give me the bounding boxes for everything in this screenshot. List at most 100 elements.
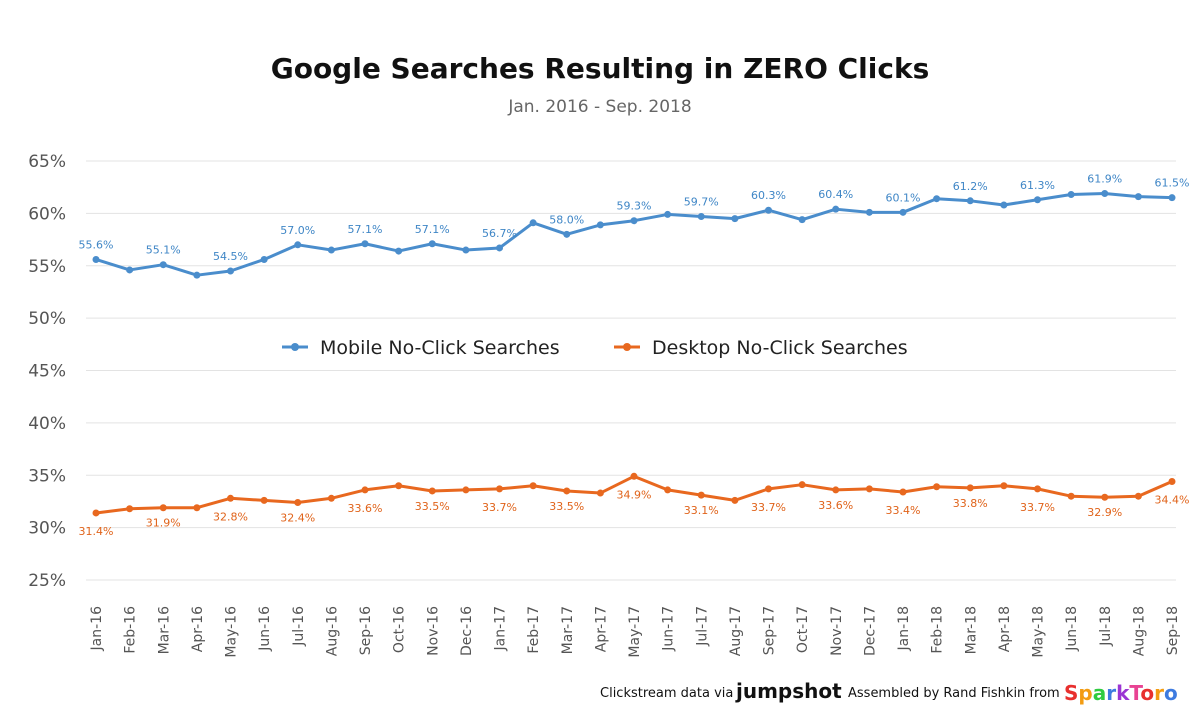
x-tick-label: Feb-18: [930, 606, 946, 654]
legend-label-mobile: Mobile No-Click Searches: [320, 337, 560, 359]
x-tick-label: Mar-17: [560, 606, 576, 654]
data-point-mobile: [933, 195, 941, 203]
footer-credits: Clickstream data via jumpshot Assembled …: [600, 679, 1178, 705]
data-label-mobile: 56.7%: [482, 227, 517, 240]
x-tick-label: May-17: [627, 606, 643, 658]
data-point-desktop: [529, 482, 537, 490]
data-label-desktop: 33.7%: [482, 501, 517, 514]
data-label-desktop: 32.4%: [280, 511, 315, 524]
data-point-mobile: [1067, 191, 1075, 199]
data-point-desktop: [1101, 493, 1109, 501]
data-point-desktop: [92, 509, 100, 517]
data-point-mobile: [966, 197, 974, 205]
data-point-desktop: [1168, 478, 1176, 486]
y-tick-label: 25%: [28, 571, 66, 591]
data-point-mobile: [832, 205, 840, 213]
data-label-desktop: 33.4%: [886, 504, 921, 517]
data-point-mobile: [428, 240, 436, 248]
data-point-mobile: [731, 215, 739, 223]
x-tick-label: Nov-17: [829, 606, 845, 656]
data-point-desktop: [765, 485, 772, 493]
legend-item-mobile: Mobile No-Click Searches: [282, 337, 560, 359]
x-tick-label: Sep-18: [1165, 606, 1181, 655]
data-point-mobile: [361, 240, 369, 248]
y-tick-label: 65%: [28, 152, 66, 172]
data-label-desktop: 31.9%: [146, 517, 181, 530]
x-tick-label: Jun-16: [257, 606, 273, 652]
y-tick-label: 45%: [28, 362, 66, 382]
x-tick-label: Jul-16: [291, 606, 307, 647]
x-tick-label: Dec-16: [459, 606, 475, 656]
y-tick-label: 35%: [28, 466, 66, 486]
x-tick-label: Sep-16: [358, 606, 374, 655]
data-label-desktop: 33.1%: [684, 504, 719, 517]
legend-label-desktop: Desktop No-Click Searches: [652, 337, 908, 359]
data-label-desktop: 33.8%: [953, 497, 988, 510]
data-point-mobile: [1101, 189, 1109, 197]
data-point-desktop: [596, 489, 604, 497]
data-label-mobile: 60.3%: [751, 189, 786, 202]
data-point-desktop: [1134, 492, 1142, 500]
data-point-desktop: [327, 494, 335, 502]
data-label-mobile: 55.1%: [146, 244, 181, 257]
legend-marker-mobile: [291, 343, 299, 351]
data-point-desktop: [395, 482, 403, 490]
data-point-mobile: [865, 208, 873, 216]
data-point-desktop: [1067, 492, 1075, 500]
y-tick-label: 40%: [28, 414, 66, 434]
data-label-desktop: 33.6%: [818, 499, 853, 512]
x-tick-label: Jan-18: [896, 606, 912, 651]
data-point-mobile: [765, 206, 772, 214]
data-point-desktop: [193, 504, 201, 512]
data-point-desktop: [126, 505, 134, 513]
data-label-mobile: 58.0%: [549, 213, 584, 226]
data-point-desktop: [294, 498, 302, 506]
data-point-desktop: [865, 485, 873, 493]
data-label-mobile: 55.6%: [79, 238, 114, 251]
data-label-desktop: 31.4%: [79, 525, 114, 538]
data-label-mobile: 61.9%: [1087, 172, 1122, 185]
data-point-desktop: [496, 485, 503, 493]
x-tick-label: May-16: [224, 606, 240, 658]
footer-assembled-text: Assembled by Rand Fishkin from: [848, 686, 1060, 701]
chart-title: Google Searches Resulting in ZERO Clicks: [271, 52, 930, 85]
data-point-desktop: [697, 491, 705, 499]
data-label-desktop: 32.8%: [213, 510, 248, 523]
data-point-desktop: [1034, 485, 1041, 493]
sparktoro-logo: SparkToro: [1064, 681, 1178, 705]
y-tick-label: 50%: [28, 309, 66, 329]
data-label-mobile: 61.5%: [1155, 177, 1190, 190]
data-point-mobile: [1000, 201, 1008, 209]
data-point-desktop: [664, 486, 672, 494]
data-point-mobile: [496, 244, 503, 252]
data-label-desktop: 33.7%: [1020, 501, 1055, 514]
data-label-desktop: 33.5%: [415, 500, 450, 513]
data-label-mobile: 59.3%: [617, 200, 652, 213]
data-point-mobile: [899, 208, 907, 216]
x-tick-label: Aug-17: [728, 606, 744, 656]
data-point-desktop: [731, 496, 739, 504]
series-lines: [92, 189, 1176, 517]
legend-marker-desktop: [623, 343, 631, 351]
y-tick-label: 55%: [28, 257, 66, 277]
x-tick-label: Apr-17: [593, 606, 609, 652]
y-axis-ticks: 65% 60% 55% 50% 45% 40% 35% 30% 25%: [28, 152, 66, 591]
gridlines: [86, 160, 1176, 581]
legend: Mobile No-Click Searches Desktop No-Clic…: [282, 337, 908, 359]
x-tick-label: May-18: [1031, 606, 1047, 658]
data-point-mobile: [193, 271, 201, 279]
data-label-desktop: 34.4%: [1155, 494, 1190, 507]
data-label-desktop: 33.5%: [549, 500, 584, 513]
data-point-mobile: [529, 219, 537, 227]
data-point-mobile: [92, 255, 100, 263]
legend-item-desktop: Desktop No-Click Searches: [614, 337, 908, 359]
jumpshot-logo: jumpshot: [735, 679, 842, 703]
x-tick-label: Aug-16: [324, 606, 340, 656]
data-label-mobile: 57.1%: [348, 223, 383, 236]
x-tick-label: Sep-17: [762, 606, 778, 655]
chart-subtitle: Jan. 2016 - Sep. 2018: [507, 97, 691, 117]
data-point-desktop: [899, 488, 907, 496]
data-label-mobile: 61.2%: [953, 180, 988, 193]
data-label-mobile: 61.3%: [1020, 179, 1055, 192]
